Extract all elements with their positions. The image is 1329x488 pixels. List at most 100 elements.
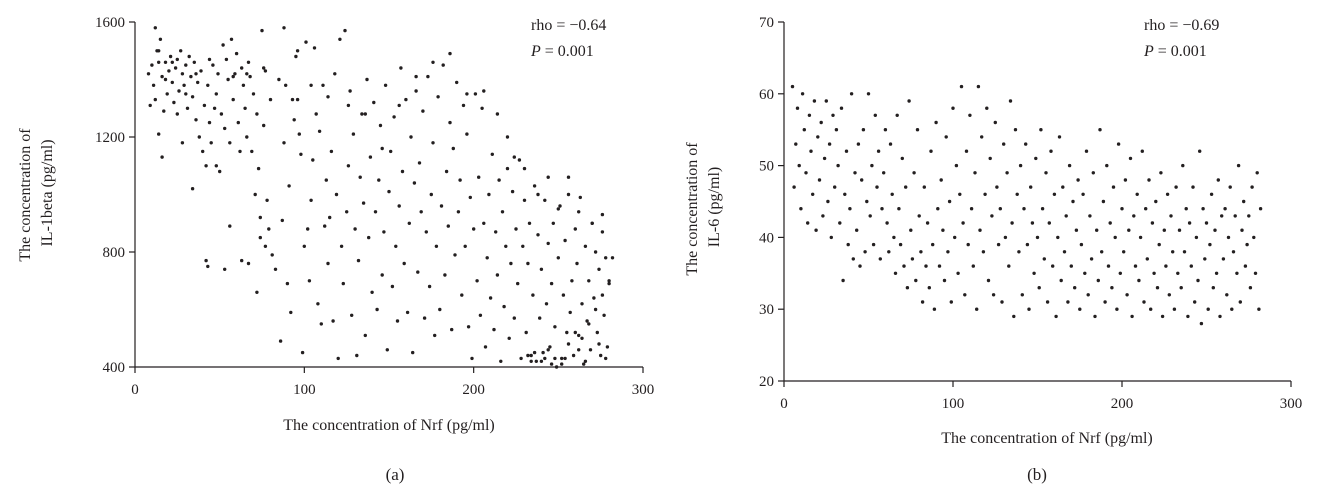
panel-b-point [826, 199, 830, 204]
panel-a-point [389, 149, 393, 154]
panel-b-point [1152, 271, 1156, 275]
panel-a-point [150, 63, 154, 67]
panel-a-point [370, 290, 374, 294]
panel-a-point [395, 319, 400, 323]
panel-a-y-ticks: 400 800 1200 1600 [95, 15, 135, 376]
panel-a-point [262, 123, 266, 128]
panel-a-point [299, 152, 303, 156]
panel-b-point [1189, 264, 1194, 268]
panel-a-y-tick-label: 400 [103, 360, 126, 376]
panel-b-point [1147, 178, 1151, 182]
panel-b-label: (b) [1027, 465, 1047, 484]
panel-a-point [172, 100, 176, 105]
panel-a-point [429, 192, 433, 197]
panel-b-p-value: = 0.001 [1154, 43, 1207, 60]
panel-a-point [573, 227, 577, 231]
panel-a-point [553, 325, 557, 329]
panel-a-point [348, 89, 352, 93]
panel-b-point [821, 214, 825, 218]
panel-b-point [1226, 235, 1231, 240]
panel-b-point [1194, 235, 1199, 240]
panel-b-point [1115, 307, 1119, 311]
panel-b-point [858, 264, 862, 268]
panel-b-point [1120, 207, 1124, 211]
panel-b-point [871, 242, 876, 247]
panel-b-point [973, 171, 977, 175]
panel-a-x-tick-label: 100 [293, 382, 316, 398]
panel-a-point [148, 103, 152, 108]
panel-a-x-ticks: 0 100 200 300 [131, 367, 654, 398]
panel-a-point [599, 353, 603, 358]
panel-a-point [316, 302, 320, 306]
panel-a-point [206, 264, 210, 269]
panel-b-point [1177, 228, 1182, 232]
panel-a-point [300, 350, 305, 355]
panel-a-point [543, 356, 547, 361]
panel-a-point [434, 244, 439, 248]
panel-b-point [1105, 163, 1109, 168]
panel-a-point [593, 307, 598, 312]
panel-a-point [170, 60, 174, 64]
panel-a-point [455, 80, 459, 85]
panel-b-point [1130, 314, 1134, 319]
panel-a-point [456, 210, 461, 214]
panel-a-point [187, 54, 191, 59]
panel-a-point [551, 221, 555, 225]
panel-b-point [1091, 171, 1096, 175]
panel-a-point [483, 345, 488, 349]
panel-a-point [163, 77, 168, 82]
panel-b-point [1211, 286, 1216, 290]
panel-b-point [1191, 185, 1195, 189]
panel-b-point [1159, 171, 1163, 175]
panel-a-point [223, 126, 227, 131]
panel-a-point [519, 356, 523, 361]
panel-b-point [942, 278, 947, 283]
panel-b-point [1144, 207, 1148, 211]
panel-b-point [1035, 235, 1040, 240]
panel-b-point [814, 228, 818, 232]
panel-a-point [363, 333, 367, 338]
panel-a-point [202, 103, 207, 108]
panel-a-point [265, 198, 269, 202]
panel-b-point [1007, 264, 1011, 268]
panel-a-point [539, 359, 544, 363]
panel-b-point [1037, 286, 1041, 290]
panel-a-point [597, 342, 601, 346]
panel-a-point [290, 97, 295, 102]
panel-a-point [372, 100, 376, 105]
panel-a-point [399, 66, 403, 70]
panel-b-point [954, 163, 959, 168]
panel-b-point [1171, 250, 1175, 254]
panel-b-point [1137, 278, 1141, 283]
panel-b-y-tick-label: 60 [759, 87, 774, 103]
panel-b-point [931, 242, 935, 247]
panel-a-point [350, 313, 354, 317]
panel-b-point [1100, 250, 1104, 254]
panel-a-point [497, 178, 501, 182]
panel-b-point [822, 156, 827, 161]
panel-a-point [446, 224, 450, 228]
panel-b-point [1149, 307, 1153, 311]
panel-a-point [243, 106, 247, 111]
panel-a-point [414, 74, 418, 79]
panel-b-point [1138, 235, 1143, 240]
panel-a-point [505, 166, 510, 171]
panel-b-point [1238, 300, 1243, 304]
panel-a-point [526, 353, 530, 358]
panel-b-point [1044, 171, 1048, 175]
panel-b-point [1076, 178, 1080, 182]
panel-a-point [604, 256, 608, 260]
panel-a-point [163, 60, 168, 64]
panel-a-point [482, 89, 486, 93]
panel-b-points [790, 84, 1263, 326]
panel-a-y-axis-label-line-1: The concentration of [17, 128, 34, 262]
panel-a-label: (a) [386, 465, 405, 484]
panel-b-point [985, 106, 989, 110]
panel-a-point [507, 336, 511, 340]
panel-b-point [846, 242, 850, 247]
panel-a-point [341, 281, 345, 286]
panel-a-point [338, 37, 342, 41]
panel-a-point [358, 175, 362, 179]
panel-a-point [495, 273, 500, 277]
